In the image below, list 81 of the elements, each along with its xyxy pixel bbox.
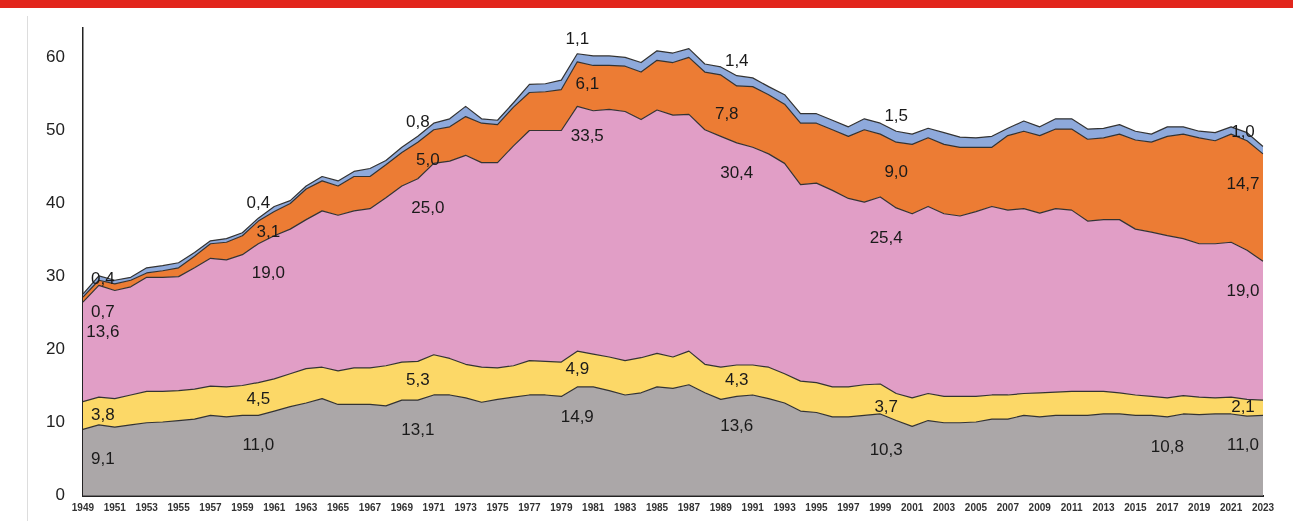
data-label: 13,1 [401, 419, 435, 439]
x-tick-label: 2007 [996, 501, 1020, 513]
x-tick-label: 2023 [1251, 501, 1275, 513]
x-tick-label: 1959 [231, 501, 254, 513]
y-tick-label: 30 [45, 266, 65, 286]
data-label: 11,0 [242, 435, 275, 455]
data-label: 19,0 [1226, 280, 1260, 300]
data-label: 10,3 [869, 440, 903, 460]
data-label: 1,5 [884, 106, 909, 126]
x-tick-label: 2015 [1124, 501, 1147, 513]
x-tick-label: 1995 [805, 501, 829, 513]
y-tick-label: 40 [45, 193, 65, 213]
y-tick-label: 50 [45, 120, 65, 140]
data-label: 0,4 [91, 269, 115, 289]
x-tick-label: 1963 [295, 501, 318, 513]
y-tick-label: 0 [55, 485, 65, 505]
x-tick-label: 1977 [518, 501, 541, 513]
x-tick-label: 1961 [263, 501, 286, 513]
x-tick-label: 2011 [1060, 501, 1083, 513]
x-tick-label: 1951 [103, 501, 127, 513]
data-label: 1,1 [565, 28, 590, 48]
x-tick-label: 1957 [199, 501, 223, 513]
data-label: 3,1 [256, 222, 281, 242]
x-tick-label: 2019 [1188, 501, 1211, 513]
data-label: 0,8 [405, 111, 430, 131]
x-tick-label: 2017 [1156, 501, 1179, 513]
data-label: 0,7 [91, 302, 115, 322]
x-tick-label: 1989 [709, 501, 733, 513]
data-label: 1,0 [1231, 121, 1255, 141]
x-tick-label: 1983 [613, 501, 637, 513]
x-tick-label: 2009 [1028, 501, 1052, 513]
y-tick-label: 60 [45, 47, 65, 67]
x-tick-label: 1967 [358, 501, 382, 513]
y-tick-label: 10 [45, 412, 65, 432]
data-label: 14,7 [1226, 173, 1260, 193]
x-tick-label: 2021 [1219, 501, 1243, 513]
data-label: 2,1 [1231, 397, 1255, 417]
x-tick-label: 1949 [71, 501, 95, 513]
x-tick-label: 1993 [773, 501, 797, 513]
data-label: 14,9 [560, 406, 594, 426]
x-tick-label: 1987 [677, 501, 701, 513]
data-label: 1,4 [724, 50, 749, 70]
data-label: 4,9 [565, 358, 590, 378]
data-label: 13,6 [86, 321, 120, 341]
data-label: 4,5 [246, 388, 271, 408]
data-label: 13,6 [720, 416, 754, 436]
data-label: 5,0 [415, 150, 440, 170]
data-label: 25,4 [869, 227, 903, 247]
data-label: 0,4 [246, 193, 271, 213]
data-label: 19,0 [251, 263, 285, 283]
data-label: 10,8 [1150, 436, 1184, 456]
x-tick-label: 1991 [741, 501, 765, 513]
data-label: 25,0 [411, 198, 445, 218]
x-tick-label: 1965 [326, 501, 350, 513]
x-tick-label: 1955 [167, 501, 191, 513]
y-tick-label: 20 [45, 339, 65, 359]
data-label: 9,0 [884, 161, 909, 181]
data-label: 33,5 [570, 126, 604, 146]
x-tick-label: 1973 [454, 501, 478, 513]
data-label: 11,0 [1227, 435, 1259, 455]
x-tick-label: 1979 [550, 501, 573, 513]
data-label: 5,3 [405, 370, 430, 390]
x-tick-label: 2005 [964, 501, 988, 513]
data-label: 30,4 [720, 162, 754, 182]
data-label: 7,8 [714, 104, 739, 124]
x-tick-label: 1953 [135, 501, 159, 513]
data-label: 3,7 [874, 396, 899, 416]
data-label: 4,3 [724, 370, 749, 390]
x-tick-label: 1969 [390, 501, 414, 513]
x-tick-label: 2001 [901, 501, 924, 513]
x-tick-label: 1997 [837, 501, 860, 513]
x-tick-label: 1985 [645, 501, 669, 513]
x-tick-label: 2003 [932, 501, 956, 513]
x-tick-label: 2013 [1092, 501, 1116, 513]
x-tick-label: 1999 [869, 501, 892, 513]
x-tick-label: 1971 [422, 501, 446, 513]
data-label: 3,8 [91, 405, 115, 425]
data-label: 9,1 [91, 449, 115, 468]
x-tick-label: 1975 [486, 501, 510, 513]
data-label: 6,1 [575, 73, 600, 93]
x-tick-label: 1981 [582, 501, 605, 513]
